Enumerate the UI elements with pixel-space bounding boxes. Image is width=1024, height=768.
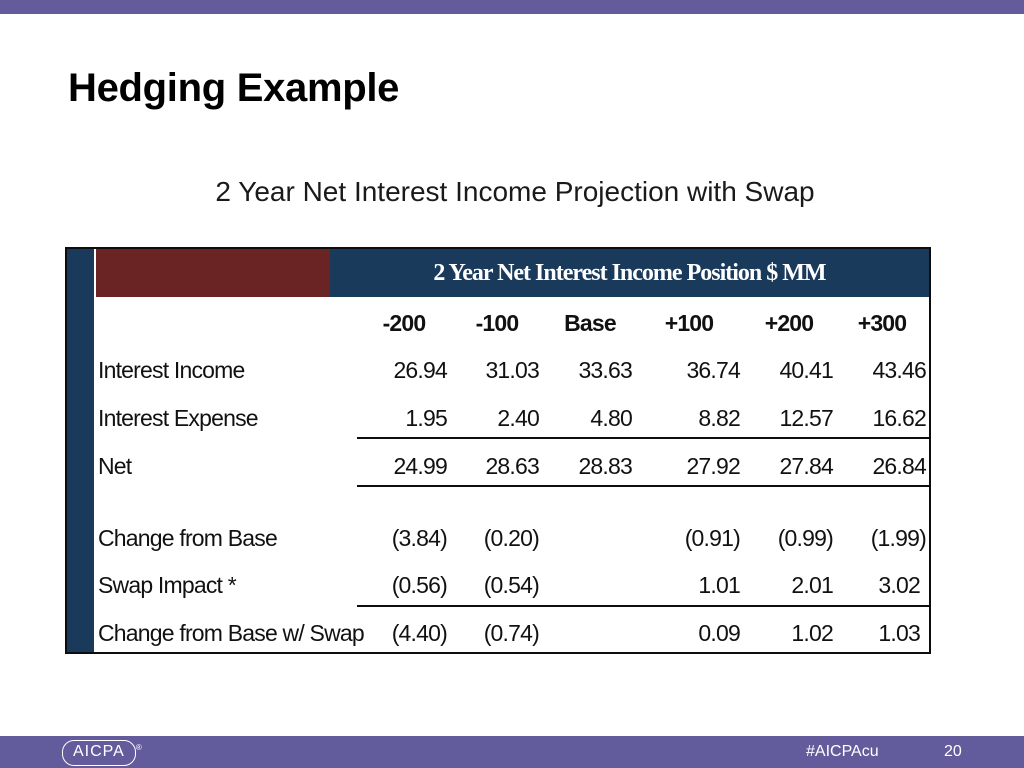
- table-cell: 26.94: [393, 357, 447, 383]
- table-cell: 27.84: [779, 453, 833, 479]
- row-label: Interest Expense: [98, 405, 259, 431]
- table-corner-cell: [96, 249, 330, 297]
- page-number: 20: [944, 743, 962, 760]
- table-cell: 3.02: [878, 572, 920, 598]
- table-cell: 16.62: [872, 405, 926, 431]
- table-cell: 2.01: [791, 572, 833, 598]
- rule-above-net: [357, 437, 929, 439]
- table-cell: (1.99): [870, 525, 927, 551]
- logo-text: AICPA: [73, 743, 125, 760]
- table-cell: 2.40: [497, 405, 539, 431]
- column-header: +300: [857, 310, 907, 336]
- table-cell: (0.56): [391, 572, 448, 598]
- table-cell: 0.09: [698, 620, 740, 646]
- footer-hashtag: #AICPAcu: [806, 743, 879, 760]
- footer-bar: [0, 736, 1024, 768]
- rule-below-net: [357, 485, 929, 487]
- row-label: Swap Impact *: [98, 572, 237, 598]
- row-label: Change from Base: [98, 525, 278, 551]
- table-cell: 40.41: [779, 357, 833, 383]
- table-cell: 28.83: [578, 453, 632, 479]
- row-label: Interest Income: [98, 357, 245, 383]
- table-cell: 27.92: [686, 453, 740, 479]
- column-header: Base: [564, 310, 617, 336]
- row-label: Net: [98, 453, 132, 479]
- table-cell: (4.40): [391, 620, 448, 646]
- table-cell: 36.74: [686, 357, 740, 383]
- table-cell: (0.91): [684, 525, 741, 551]
- table-cell: 1.03: [878, 620, 920, 646]
- column-header: -200: [382, 310, 427, 336]
- slide-title: Hedging Example: [68, 66, 400, 110]
- aicpa-logo: AICPA ®: [62, 740, 142, 766]
- top-accent-bar: [0, 0, 1024, 14]
- column-header: +200: [764, 310, 814, 336]
- nii-table: 2 Year Net Interest Income Position $ MM…: [65, 247, 931, 654]
- registered-mark: ®: [135, 743, 143, 752]
- table-cell: (0.54): [483, 572, 540, 598]
- table-cell: 33.63: [578, 357, 632, 383]
- table-cell: (0.20): [483, 525, 540, 551]
- table-cell: (3.84): [391, 525, 448, 551]
- table-cell: 1.01: [698, 572, 740, 598]
- table-cell: 28.63: [485, 453, 539, 479]
- table-cell: 43.46: [872, 357, 926, 383]
- slide-subtitle: 2 Year Net Interest Income Projection wi…: [215, 176, 815, 207]
- table-cell: 24.99: [393, 453, 447, 479]
- table-cell: 4.80: [590, 405, 632, 431]
- table-cell: 1.02: [791, 620, 833, 646]
- table-header: 2 Year Net Interest Income Position $ MM: [330, 249, 929, 297]
- table-cell: 31.03: [485, 357, 539, 383]
- column-header: -100: [475, 310, 520, 336]
- column-header: +100: [664, 310, 714, 336]
- rule-above-total: [357, 605, 929, 607]
- table-cell: (0.99): [777, 525, 834, 551]
- table-cell: 12.57: [779, 405, 833, 431]
- table-left-band: [67, 249, 94, 652]
- table-cell: 26.84: [872, 453, 926, 479]
- table-cell: 1.95: [405, 405, 447, 431]
- row-label: Change from Base w/ Swap: [98, 620, 365, 646]
- table-cell: 8.82: [698, 405, 740, 431]
- table-cell: (0.74): [483, 620, 540, 646]
